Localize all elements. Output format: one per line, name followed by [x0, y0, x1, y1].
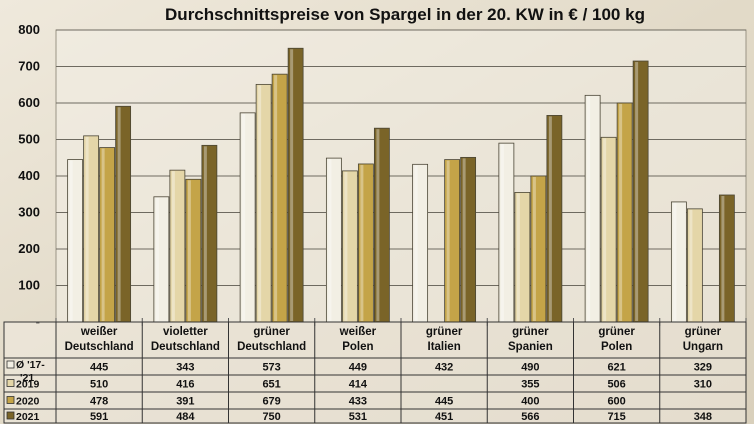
legend-swatch	[6, 411, 15, 420]
data-table: weißer Deutschland violetter Deutschland grü…	[3, 321, 747, 424]
bar-highlight	[101, 148, 105, 321]
category-label: weißer	[80, 326, 118, 338]
y-tick-label: 200	[18, 241, 40, 256]
bar-highlight	[171, 171, 175, 321]
series-name: 2021	[16, 411, 40, 423]
category-label: grüner	[598, 326, 635, 338]
bar-highlight	[673, 202, 677, 321]
category-label: Polen	[342, 341, 373, 353]
bar-highlight	[516, 193, 520, 321]
bar-highlight	[532, 177, 536, 321]
bar-highlight	[414, 165, 418, 321]
bar-highlight	[69, 160, 73, 321]
category-label: Ungarn	[683, 341, 723, 353]
category-label: Deutschland	[65, 341, 134, 353]
data-label: 310	[694, 379, 712, 391]
data-label: 391	[176, 396, 194, 408]
bar-highlight	[500, 144, 504, 321]
series-name: Ø '17-	[16, 359, 45, 371]
y-tick-label: 300	[18, 205, 40, 220]
data-label: 484	[176, 411, 195, 423]
data-label: 490	[521, 362, 539, 374]
data-label: 416	[176, 379, 194, 391]
category-label: grüner	[426, 326, 463, 338]
series-name: 2019	[16, 379, 40, 391]
data-label: 348	[694, 411, 712, 423]
data-label: 445	[435, 396, 453, 408]
data-label: 449	[349, 362, 367, 374]
bar-highlight	[446, 160, 450, 321]
data-label: 355	[521, 379, 539, 391]
bar-highlight	[242, 113, 246, 321]
category-label: grüner	[253, 326, 290, 338]
data-label: 600	[607, 396, 625, 408]
data-label: 445	[90, 362, 108, 374]
bar-highlight	[117, 107, 121, 321]
data-label: 750	[262, 411, 280, 423]
bar-highlight	[328, 159, 332, 321]
data-label: 400	[521, 396, 539, 408]
category-label: Italien	[428, 341, 461, 353]
data-label: 506	[607, 379, 625, 391]
bar-highlight	[155, 197, 159, 321]
data-label: 621	[607, 362, 625, 374]
y-tick-label: 700	[18, 59, 40, 74]
bar-highlight	[360, 164, 364, 321]
series-name: 2020	[16, 396, 40, 408]
bar-highlight	[587, 96, 591, 322]
bar-highlight	[462, 158, 466, 321]
bar-highlight	[85, 136, 89, 321]
category-label: Polen	[601, 341, 632, 353]
bar-highlight	[619, 104, 623, 321]
data-label: 651	[262, 379, 280, 391]
bar-highlight	[258, 85, 262, 321]
bar-highlight	[274, 75, 278, 321]
bar-highlight	[376, 129, 380, 321]
data-label: 432	[435, 362, 453, 374]
category-label: Deutschland	[151, 341, 220, 353]
data-label: 679	[262, 396, 280, 408]
y-tick-label: 100	[18, 278, 40, 293]
data-label: 566	[521, 411, 539, 423]
series-name: '21	[20, 372, 34, 384]
y-tick-label: 800	[18, 22, 40, 37]
data-label: 510	[90, 379, 108, 391]
bar-highlight	[290, 49, 294, 321]
category-label: Deutschland	[237, 341, 306, 353]
bar-highlight	[603, 138, 607, 321]
category-label: Spanien	[508, 341, 553, 353]
data-label: 343	[176, 362, 194, 374]
legend-swatch	[6, 360, 15, 369]
bar-highlight	[203, 146, 207, 321]
category-label: weißer	[339, 326, 377, 338]
y-tick-label: 400	[18, 168, 40, 183]
legend-swatch	[6, 379, 15, 387]
data-label: 414	[349, 379, 368, 391]
bar-highlight	[721, 195, 725, 321]
category-label: grüner	[685, 326, 722, 338]
data-label: 573	[262, 362, 280, 374]
data-label: 478	[90, 396, 108, 408]
data-label: 591	[90, 411, 108, 423]
y-tick-label: 500	[18, 132, 40, 147]
bar-highlight	[187, 180, 191, 321]
data-label: 451	[435, 411, 453, 423]
data-label: 329	[694, 362, 712, 374]
bar-highlight	[548, 116, 552, 321]
data-label: 531	[349, 411, 367, 423]
table-frame	[3, 321, 747, 424]
chart-title: Durchschnittspreise von Spargel in der 2…	[165, 5, 645, 24]
data-label: 715	[607, 411, 625, 423]
legend-swatch	[6, 396, 15, 404]
bar-highlight	[344, 171, 348, 321]
bar-highlight	[635, 62, 639, 322]
category-label: grüner	[512, 326, 549, 338]
data-label: 433	[349, 396, 367, 408]
bar-highlight	[689, 209, 693, 321]
category-label: violetter	[163, 326, 208, 338]
y-tick-label: 600	[18, 95, 40, 110]
